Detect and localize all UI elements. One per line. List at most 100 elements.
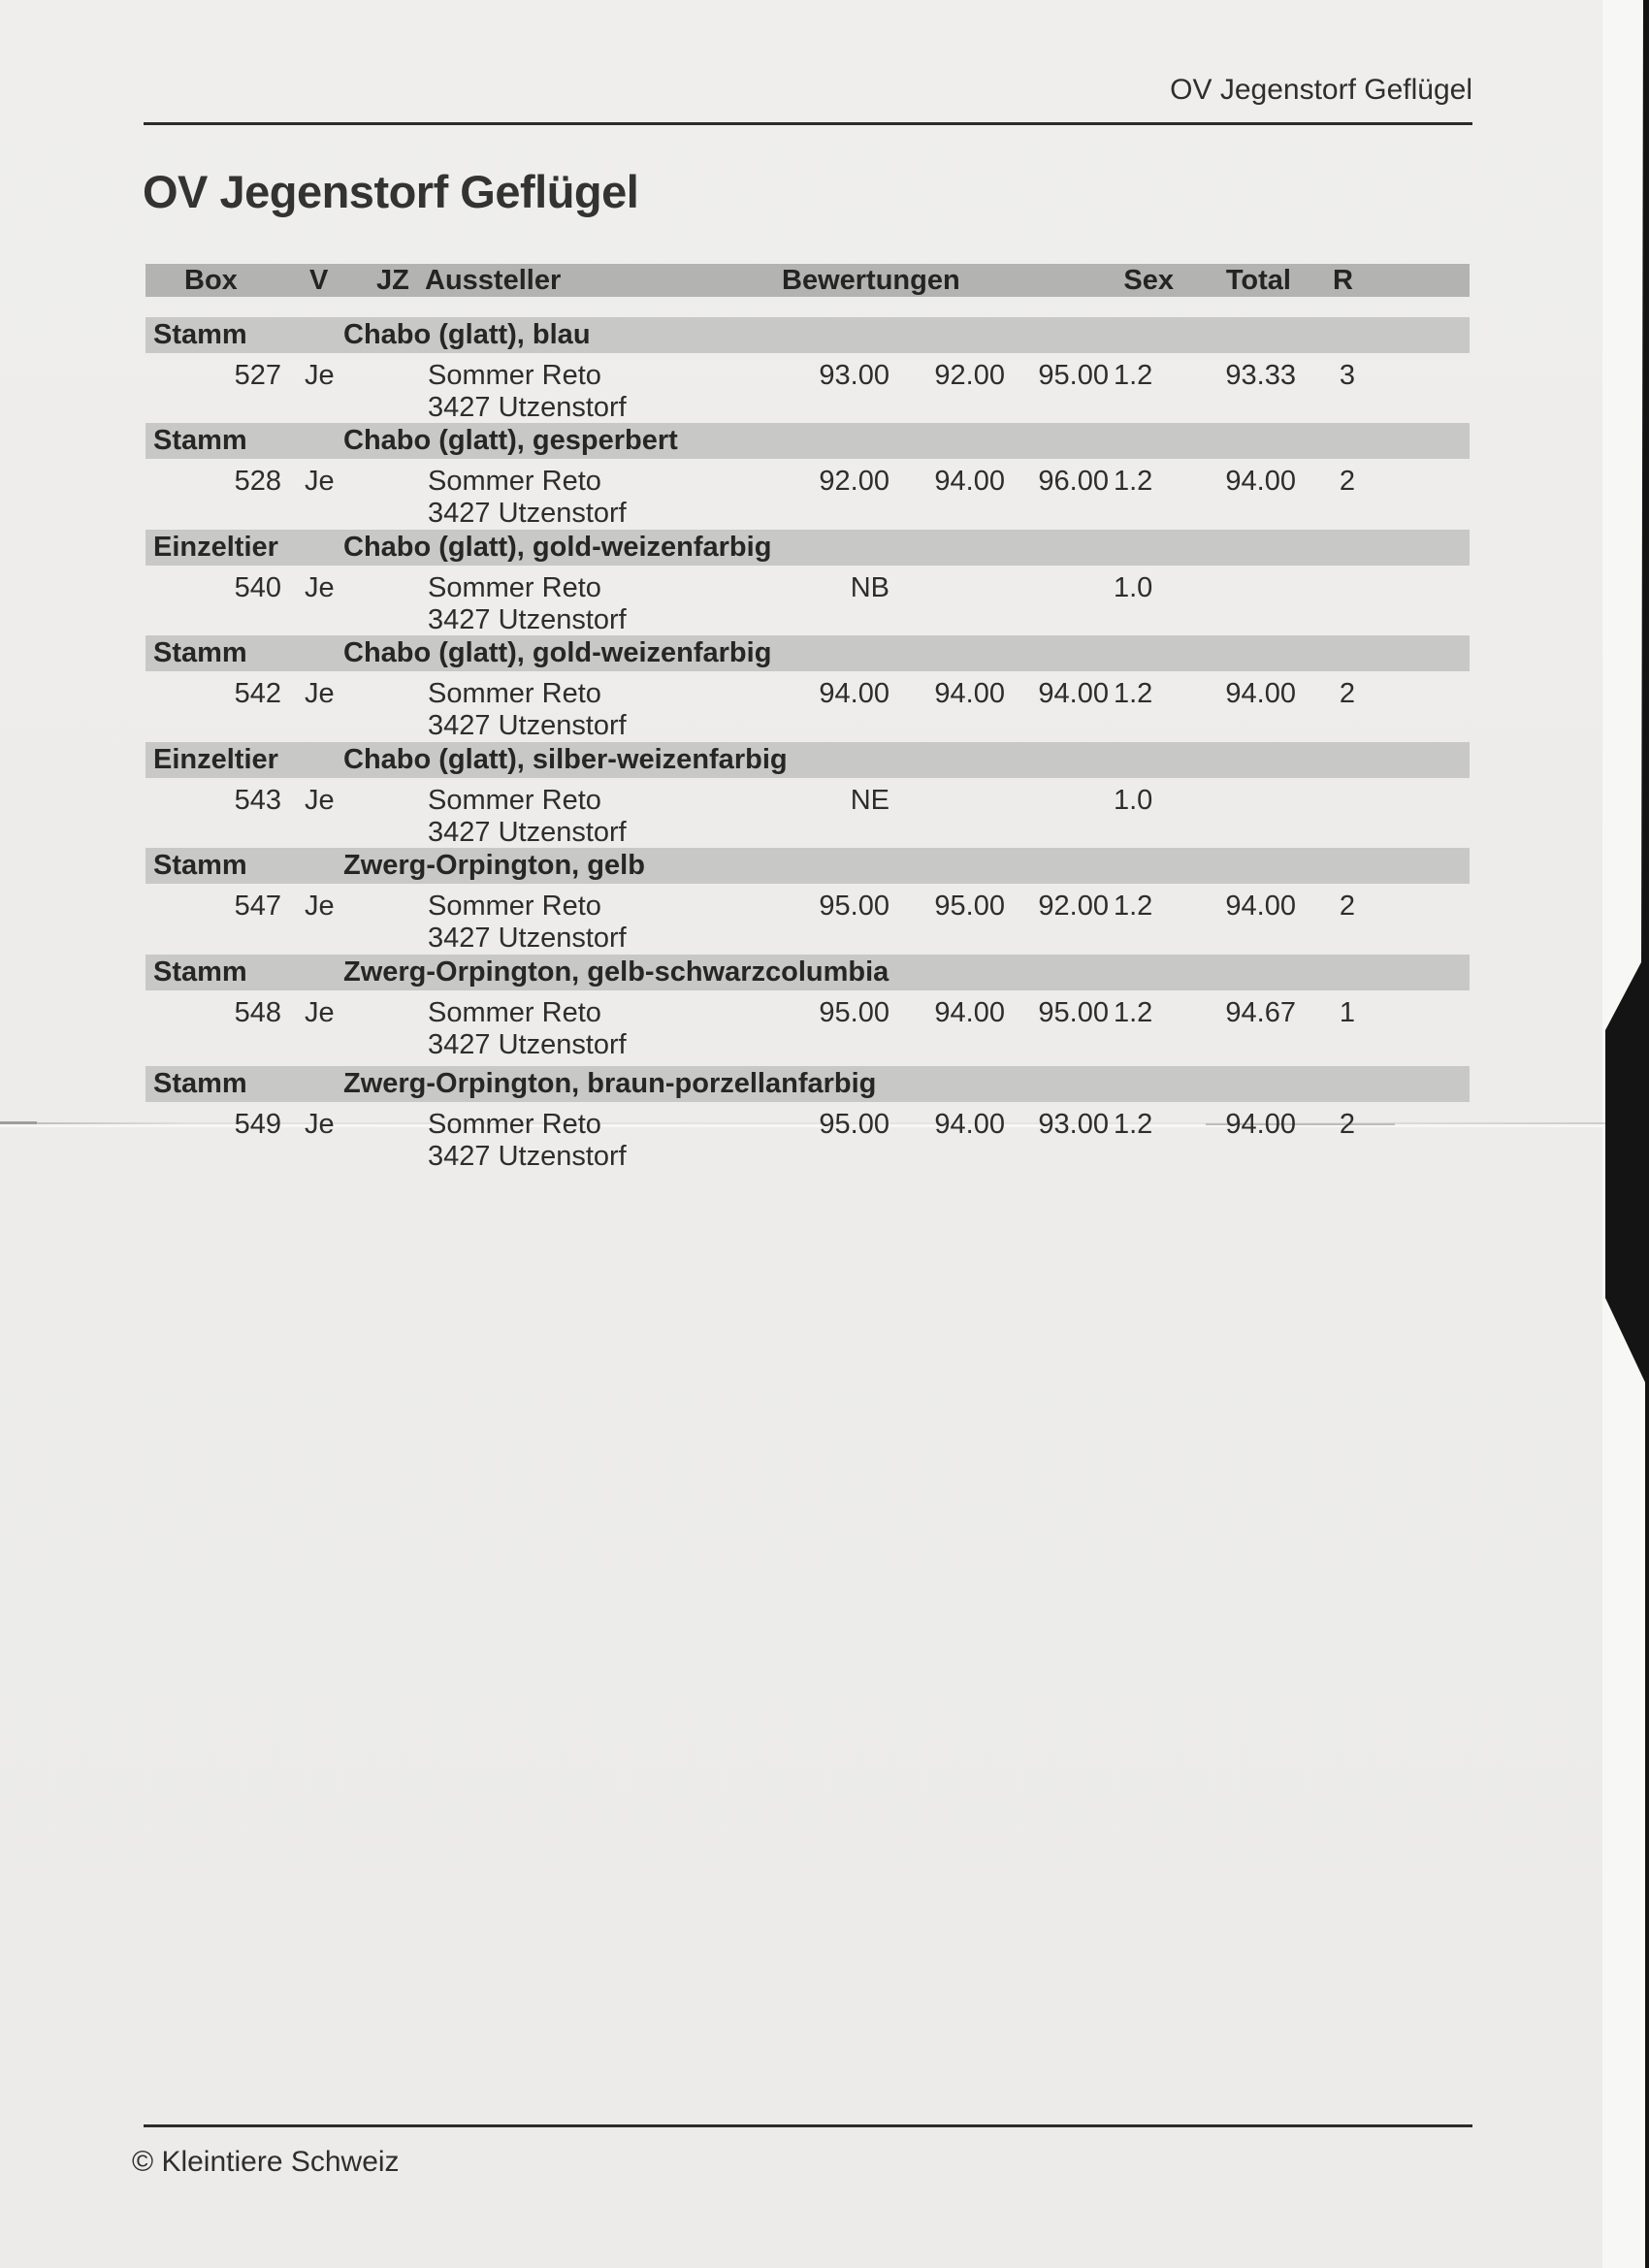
results-table: Box V JZ Aussteller Bewertungen Sex Tota… [146,0,1470,1261]
score-2: 94.00 [934,466,1005,497]
section-breed: Chabo (glatt), blau [343,319,591,350]
exhibitor-city: 3427 Utzenstorf [428,1141,627,1172]
box-number: 542 [234,678,281,709]
column-header-bewertungen: Bewertungen [782,265,960,296]
section-band: Einzeltier Chabo (glatt), gold-weizenfarb… [146,530,1470,566]
total-value: 94.00 [1225,678,1296,709]
exhibitor-name: Sommer Reto [428,572,601,603]
score-1: NB [850,572,889,603]
judge-code: Je [305,572,335,603]
column-header-sex: Sex [1123,265,1174,296]
rank-value: 2 [1339,466,1355,497]
exhibitor-name: Sommer Reto [428,997,601,1028]
scanner-background-edge [1605,0,1649,2268]
fold-crease-highlight [0,1124,1605,1127]
sex-value: 1.0 [1114,785,1153,816]
section-breed: Zwerg-Orpington, gelb-schwarzcolumbia [343,956,889,988]
exhibitor-city: 3427 Utzenstorf [428,1029,627,1060]
rank-value: 2 [1339,891,1355,922]
section-breed: Chabo (glatt), gold-weizenfarbig [343,637,772,668]
section-type: Einzeltier [153,744,278,775]
sex-value: 1.2 [1114,1109,1153,1140]
section-type: Stamm [153,1068,247,1099]
judge-code: Je [305,785,335,816]
total-value: 94.00 [1225,891,1296,922]
score-2: 94.00 [934,997,1005,1028]
exhibitor-city: 3427 Utzenstorf [428,923,627,954]
box-number: 540 [234,572,281,603]
table-row: 528 Je Sommer Reto 3427 Utzenstorf 92.00 94.0… [146,466,1470,535]
fold-crease-dash [0,1121,37,1124]
page-title: OV Jegenstorf Geflügel [143,166,639,217]
footer-rule [144,2124,1472,2127]
column-header-total: Total [1225,265,1291,296]
judge-code: Je [305,1109,335,1140]
score-3: 93.00 [1038,1109,1109,1140]
rank-value: 2 [1339,1109,1355,1140]
table-row: 540 Je Sommer Reto 3427 Utzenstorf NB 1.0 [146,572,1470,642]
total-value: 94.00 [1225,1109,1296,1140]
sex-value: 1.2 [1114,891,1153,922]
score-3: 94.00 [1038,678,1109,709]
judge-code: Je [305,678,335,709]
column-header-box: Box [184,265,238,296]
section-breed: Chabo (glatt), gold-weizenfarbig [343,532,772,563]
section-breed: Zwerg-Orpington, gelb [343,850,645,881]
section-type: Stamm [153,637,247,668]
sex-value: 1.2 [1114,466,1153,497]
section-type: Stamm [153,425,247,456]
sex-value: 1.2 [1114,678,1153,709]
section-breed: Chabo (glatt), silber-weizenfarbig [343,744,788,775]
header-rule [144,122,1472,125]
judge-code: Je [305,466,335,497]
score-1: 93.00 [819,360,889,391]
score-2: 92.00 [934,360,1005,391]
running-header: OV Jegenstorf Geflügel [1170,74,1472,106]
section-band: Stamm Chabo (glatt), gesperbert [146,423,1470,459]
score-2: 94.00 [934,678,1005,709]
box-number: 548 [234,997,281,1028]
score-1: 95.00 [819,891,889,922]
exhibitor-city: 3427 Utzenstorf [428,392,627,423]
table-header-row: Box V JZ Aussteller Bewertungen Sex Tota… [146,264,1470,297]
box-number: 549 [234,1109,281,1140]
sex-value: 1.2 [1114,997,1153,1028]
table-row: 543 Je Sommer Reto 3427 Utzenstorf NE 1.0 [146,785,1470,855]
sex-value: 1.0 [1114,572,1153,603]
copyright-footer: © Kleintiere Schweiz [132,2146,400,2178]
score-1: 94.00 [819,678,889,709]
table-row: 548 Je Sommer Reto 3427 Utzenstorf 95.00 94.0… [146,997,1470,1067]
rank-value: 1 [1339,997,1355,1028]
table-row: 549 Je Sommer Reto 3427 Utzenstorf 95.00 94.0… [146,1109,1470,1179]
box-number: 528 [234,466,281,497]
judge-code: Je [305,891,335,922]
section-type: Stamm [153,956,247,988]
sex-value: 1.2 [1114,360,1153,391]
section-type: Stamm [153,319,247,350]
section-type: Stamm [153,850,247,881]
score-2: 94.00 [934,1109,1005,1140]
exhibitor-name: Sommer Reto [428,891,601,922]
section-band: Stamm Zwerg-Orpington, gelb [146,848,1470,884]
table-row: 542 Je Sommer Reto 3427 Utzenstorf 94.00 94.0… [146,678,1470,748]
section-band: Stamm Chabo (glatt), gold-weizenfarbig [146,635,1470,671]
exhibitor-city: 3427 Utzenstorf [428,710,627,741]
rank-value: 3 [1339,360,1355,391]
section-band: Stamm Chabo (glatt), blau [146,317,1470,353]
section-band: Stamm Zwerg-Orpington, gelb-schwarzcolumb… [146,955,1470,990]
exhibitor-city: 3427 Utzenstorf [428,817,627,848]
rank-value: 2 [1339,678,1355,709]
total-value: 94.00 [1225,466,1296,497]
box-number: 547 [234,891,281,922]
box-number: 527 [234,360,281,391]
score-1: 95.00 [819,997,889,1028]
score-1: NE [850,785,889,816]
total-value: 93.33 [1225,360,1296,391]
exhibitor-name: Sommer Reto [428,678,601,709]
table-row: 527 Je Sommer Reto 3427 Utzenstorf 93.00 92.0… [146,360,1470,430]
column-header-v: V [309,265,329,296]
column-header-aussteller: Aussteller [425,265,562,296]
section-type: Einzeltier [153,532,278,563]
score-1: 92.00 [819,466,889,497]
